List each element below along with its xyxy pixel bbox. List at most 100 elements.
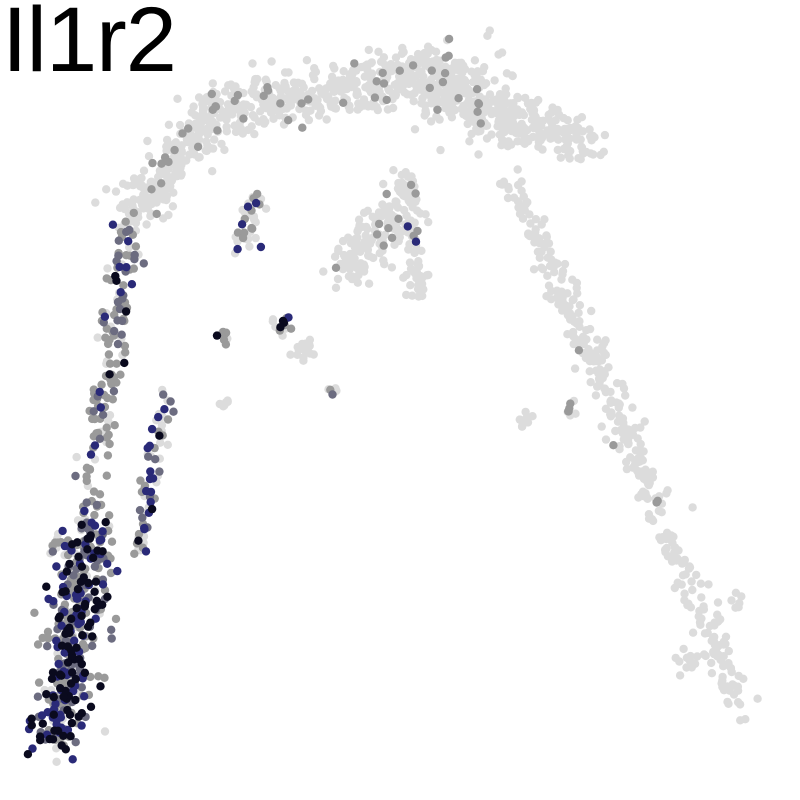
- data-point-none: [100, 727, 110, 736]
- data-point-max: [79, 573, 89, 582]
- data-point-max: [48, 668, 58, 677]
- data-point-none: [727, 596, 736, 605]
- data-point-none: [493, 100, 503, 109]
- data-point-high: [51, 699, 60, 709]
- data-point-mid: [33, 692, 43, 701]
- data-point-none: [558, 126, 568, 135]
- data-point-none: [191, 111, 200, 120]
- data-point-none: [535, 253, 544, 262]
- data-point-none: [548, 103, 557, 112]
- data-point-high: [55, 710, 65, 719]
- data-point-none: [687, 577, 696, 586]
- data-point-none: [93, 333, 102, 342]
- data-point-max: [49, 692, 58, 702]
- data-point-none: [482, 134, 492, 143]
- data-point-max: [83, 545, 92, 554]
- data-point-mid: [155, 467, 164, 476]
- data-point-none: [667, 532, 676, 541]
- data-point-none: [680, 589, 689, 598]
- data-point-none: [526, 100, 535, 109]
- data-point-none: [536, 133, 545, 142]
- data-point-none: [596, 150, 605, 160]
- data-point-low: [566, 399, 575, 408]
- data-point-mid: [90, 562, 100, 571]
- data-point-low: [106, 568, 116, 578]
- data-point-low: [331, 263, 341, 272]
- data-point-low: [474, 99, 484, 109]
- data-point-none: [704, 580, 713, 589]
- data-point-max: [120, 358, 129, 368]
- data-point-none: [412, 80, 421, 89]
- data-point-none: [733, 686, 743, 695]
- data-point-none: [503, 193, 513, 203]
- data-point-high: [145, 474, 155, 484]
- data-point-max: [27, 714, 36, 723]
- data-point-none: [222, 122, 231, 131]
- data-point-max: [59, 731, 68, 740]
- data-point-low: [193, 142, 203, 151]
- data-point-high: [87, 518, 96, 527]
- data-point-max: [77, 611, 86, 620]
- data-point-none: [139, 204, 148, 213]
- data-point-none: [467, 113, 476, 123]
- data-point-low: [44, 634, 53, 643]
- data-point-low: [102, 433, 112, 442]
- data-point-low: [163, 415, 173, 424]
- data-point-none: [679, 644, 688, 654]
- data-point-none: [210, 135, 219, 144]
- data-point-max: [90, 605, 100, 614]
- data-point-max: [71, 695, 80, 705]
- data-point-none: [175, 120, 185, 130]
- data-point-low: [110, 421, 119, 430]
- data-point-low: [211, 102, 221, 111]
- data-point-none: [467, 67, 476, 76]
- data-point-max: [62, 567, 71, 576]
- data-point-max: [67, 646, 76, 655]
- data-point-none: [366, 59, 375, 68]
- data-point-mid: [113, 297, 123, 307]
- data-point-none: [569, 332, 578, 341]
- data-point-low: [372, 77, 381, 86]
- data-point-max: [98, 600, 107, 609]
- data-point-mid: [43, 642, 52, 651]
- data-point-low: [100, 673, 109, 682]
- data-point-max: [80, 668, 90, 677]
- data-point-none: [426, 117, 436, 126]
- data-point-none: [286, 350, 295, 359]
- data-point-max: [72, 604, 81, 613]
- data-point-low: [284, 116, 293, 125]
- data-point-none: [333, 274, 343, 284]
- data-point-mid: [139, 259, 148, 268]
- data-point-none: [249, 83, 258, 92]
- data-point-none: [530, 238, 539, 247]
- data-point-none: [657, 508, 666, 517]
- data-point-none: [572, 135, 581, 144]
- data-point-none: [348, 273, 358, 283]
- data-point-mid: [113, 316, 122, 325]
- data-point-none: [633, 434, 642, 443]
- data-point-none: [578, 127, 588, 136]
- data-point-mid: [328, 390, 337, 399]
- data-point-none: [707, 658, 716, 668]
- data-point-none: [219, 402, 228, 411]
- data-point-none: [593, 335, 602, 344]
- data-point-none: [473, 67, 482, 76]
- data-point-high: [96, 403, 106, 412]
- data-point-none: [393, 184, 403, 193]
- data-point-none: [573, 289, 582, 298]
- data-point-low: [134, 529, 144, 539]
- data-point-none: [374, 47, 383, 56]
- data-point-low: [107, 537, 117, 546]
- data-point-low: [102, 324, 112, 333]
- data-point-none: [519, 111, 529, 120]
- data-point-none: [454, 63, 463, 73]
- data-point-none: [626, 453, 635, 462]
- data-point-none: [695, 606, 704, 616]
- data-point-low: [218, 327, 228, 337]
- data-point-none: [417, 67, 426, 76]
- data-point-none: [261, 204, 271, 213]
- data-point-none: [440, 92, 450, 101]
- data-point-high: [147, 424, 157, 434]
